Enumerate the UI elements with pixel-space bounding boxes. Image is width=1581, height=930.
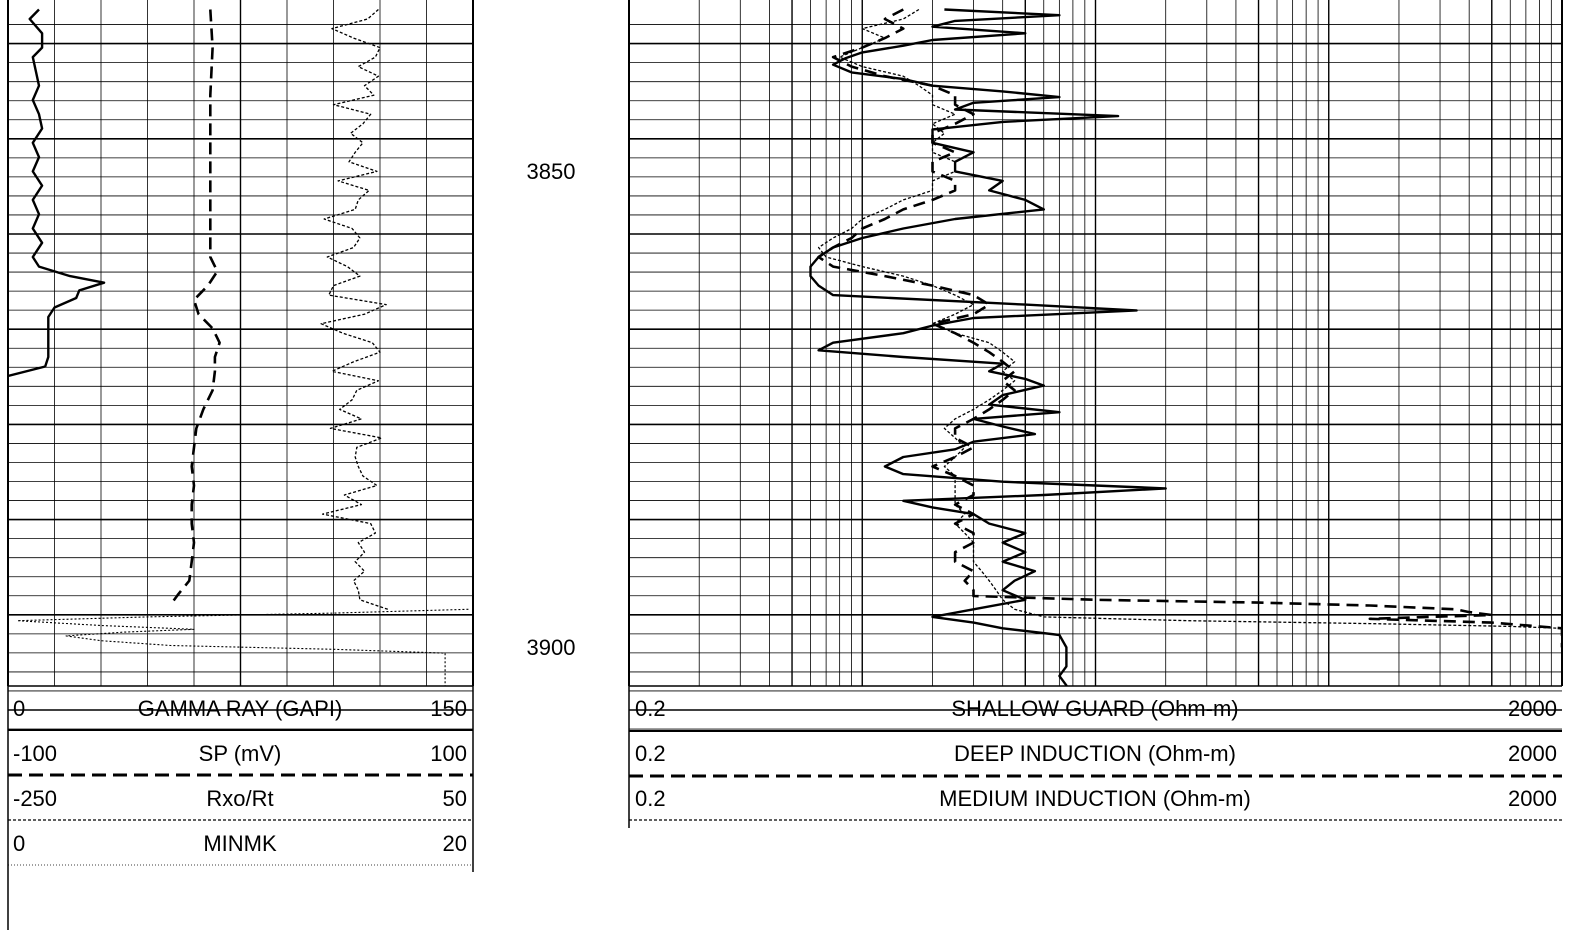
rxo-rt-name-label: Rxo/Rt: [206, 786, 273, 811]
shallow-guard-min-label: 0.2: [635, 696, 666, 721]
left-track-header: 0 GAMMA RAY (GAPI) 150 -100 SP (mV) 100 …: [7, 686, 474, 930]
sp-curve: [169, 9, 221, 606]
depth-label-3850: 3850: [527, 159, 576, 184]
rxo-rt-max-label: 50: [443, 786, 467, 811]
medium-induction-name-label: MEDIUM INDUCTION (Ohm-m): [939, 786, 1251, 811]
medium-induction-min-label: 0.2: [635, 786, 666, 811]
shallow-guard-name-label: SHALLOW GUARD (Ohm-m): [951, 696, 1238, 721]
left-curves-clip: [8, 8, 469, 686]
right-track-header: 0.2 SHALLOW GUARD (Ohm-m) 2000 0.2 DEEP …: [628, 686, 1562, 828]
deep-induction-min-label: 0.2: [635, 741, 666, 766]
rxo-rt-min-label: -250: [13, 786, 57, 811]
rxo-rt-curve: [320, 9, 389, 610]
deep-induction-max-label: 2000: [1508, 741, 1557, 766]
sp-min-label: -100: [13, 741, 57, 766]
medium-induction-max-label: 2000: [1508, 786, 1557, 811]
right-curves-clip: [809, 8, 1562, 686]
sp-max-label: 100: [430, 741, 467, 766]
gamma-ray-min-label: 0: [13, 696, 25, 721]
minmk-curve: [16, 608, 469, 686]
right-track-grid: [628, 0, 1563, 730]
shallow-guard-curve: [809, 8, 1167, 686]
right-track-curves: [809, 8, 1562, 686]
sp-name-label: SP (mV): [199, 741, 282, 766]
minmk-min-label: 0: [13, 831, 25, 856]
gamma-ray-curve: [8, 8, 106, 378]
deep-induction-name-label: DEEP INDUCTION (Ohm-m): [954, 741, 1236, 766]
medium-induction-curve: [817, 8, 1562, 648]
depth-label-3900: 3900: [527, 635, 576, 660]
left-track-grid: [7, 0, 474, 730]
gamma-ray-name-label: GAMMA RAY (GAPI): [138, 696, 343, 721]
left-track-curves: [8, 8, 469, 686]
gamma-ray-max-label: 150: [430, 696, 467, 721]
minmk-max-label: 20: [443, 831, 467, 856]
minmk-name-label: MINMK: [203, 831, 277, 856]
shallow-guard-max-label: 2000: [1508, 696, 1557, 721]
